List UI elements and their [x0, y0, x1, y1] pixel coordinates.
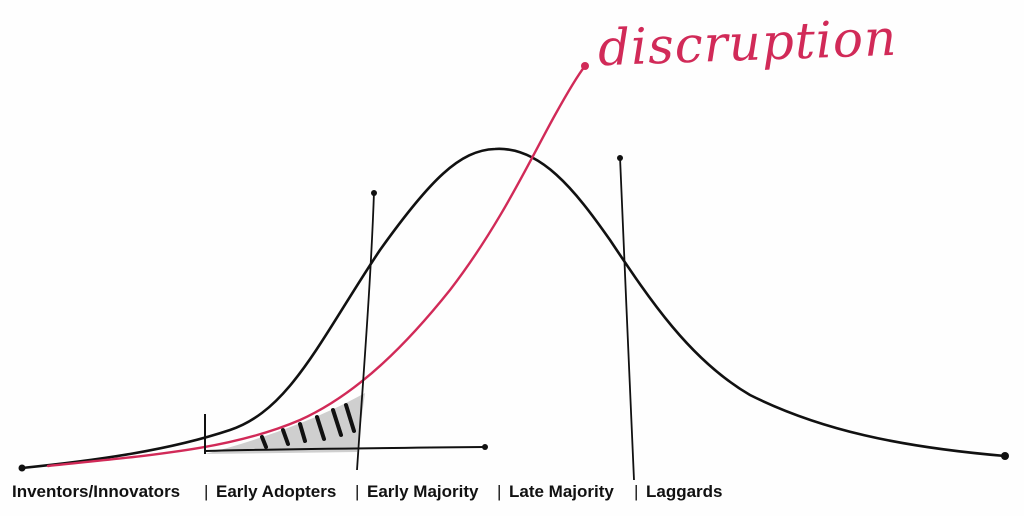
curve-start-dot	[18, 464, 26, 472]
label-late-majority: Late Majority	[509, 482, 614, 501]
disruption-curve	[46, 64, 587, 468]
label-early-adopters: Early Adopters	[216, 482, 337, 501]
disruption-annotation: discruption	[597, 8, 899, 78]
label-separator: |	[355, 482, 360, 501]
hatch-marks	[260, 403, 356, 449]
boundary-chasm-dot	[371, 190, 377, 196]
bell-curve	[20, 147, 1007, 470]
disruption-dot	[581, 62, 589, 70]
baseline-stroke	[204, 446, 486, 452]
boundary-late-majority	[619, 156, 635, 481]
boundary-late-dot	[617, 155, 623, 161]
boundary-chasm	[356, 191, 375, 471]
label-separator: |	[497, 482, 502, 501]
label-innovators: Inventors/Innovators	[12, 482, 181, 501]
baseline-end-dot	[482, 444, 488, 450]
label-early-majority: Early Majority	[367, 482, 479, 501]
label-laggards: Laggards	[646, 482, 723, 501]
curve-end-dot	[1001, 452, 1009, 460]
label-separator: |	[634, 482, 639, 501]
label-separator: |	[204, 482, 209, 501]
chasm-shaded-region	[205, 393, 365, 454]
